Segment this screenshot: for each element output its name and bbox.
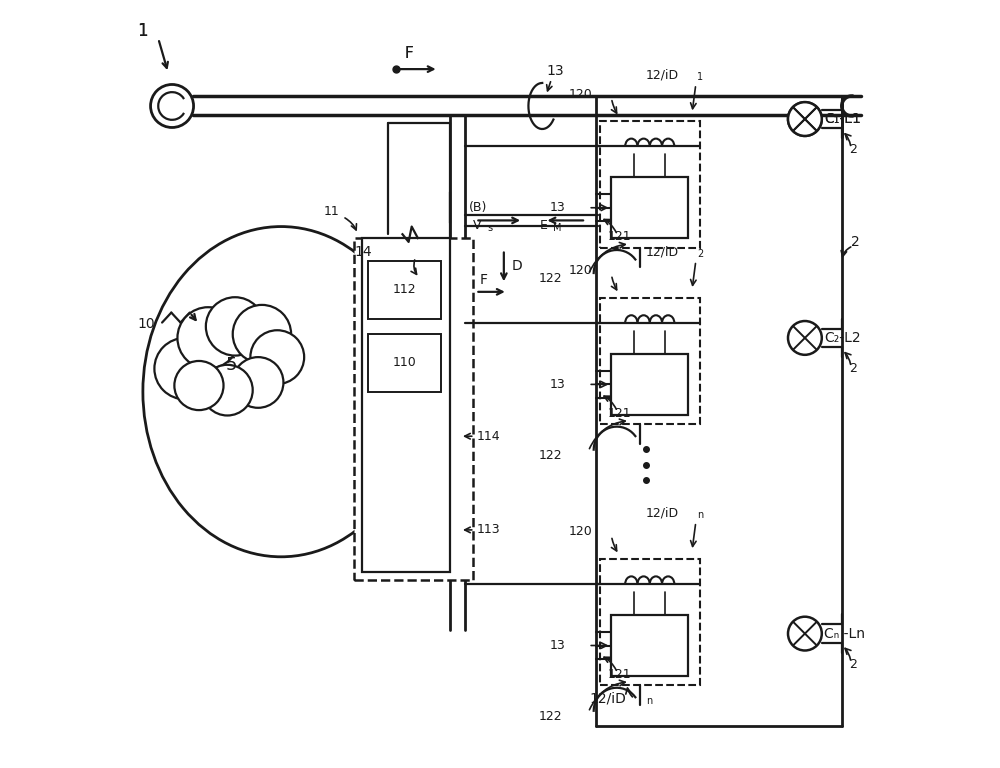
Circle shape bbox=[151, 84, 194, 127]
Text: 12/iD: 12/iD bbox=[646, 245, 679, 258]
Text: 12/iD: 12/iD bbox=[646, 506, 679, 519]
Text: 121: 121 bbox=[608, 668, 631, 681]
Text: F: F bbox=[404, 46, 413, 61]
Text: 122: 122 bbox=[538, 272, 562, 285]
Bar bbox=[600, 297, 700, 424]
Bar bbox=[368, 261, 441, 319]
Text: M: M bbox=[553, 223, 561, 233]
Text: F: F bbox=[479, 273, 487, 286]
Text: 1: 1 bbox=[697, 72, 704, 82]
Circle shape bbox=[233, 305, 291, 363]
Bar bbox=[611, 177, 688, 238]
Bar bbox=[600, 121, 700, 248]
Circle shape bbox=[233, 357, 283, 408]
Text: 114: 114 bbox=[477, 430, 501, 442]
Text: 13: 13 bbox=[546, 64, 564, 78]
Bar bbox=[362, 238, 450, 572]
Circle shape bbox=[788, 617, 822, 650]
Circle shape bbox=[788, 321, 822, 355]
Text: 12/iD: 12/iD bbox=[646, 68, 679, 81]
Text: 120: 120 bbox=[569, 264, 593, 277]
Text: 5: 5 bbox=[225, 356, 237, 374]
Text: 2: 2 bbox=[851, 235, 860, 249]
Text: 13: 13 bbox=[550, 378, 566, 391]
Text: C₁-L1: C₁-L1 bbox=[824, 112, 861, 126]
Text: 122: 122 bbox=[538, 449, 562, 462]
Text: 2: 2 bbox=[849, 362, 857, 375]
Text: 14: 14 bbox=[354, 245, 372, 259]
Text: 11: 11 bbox=[323, 206, 339, 218]
Text: (B): (B) bbox=[469, 201, 488, 214]
Text: C₁-L1: C₁-L1 bbox=[824, 112, 861, 126]
Text: 2: 2 bbox=[849, 658, 857, 670]
Text: 112: 112 bbox=[393, 283, 416, 296]
Text: n: n bbox=[646, 697, 652, 707]
Text: 113: 113 bbox=[477, 524, 501, 536]
Text: V: V bbox=[473, 220, 482, 232]
Text: 10: 10 bbox=[138, 317, 155, 331]
Circle shape bbox=[250, 330, 304, 384]
Circle shape bbox=[206, 297, 264, 356]
Bar bbox=[368, 334, 441, 392]
Text: Cₙ -Ln: Cₙ -Ln bbox=[824, 627, 865, 641]
Text: 2: 2 bbox=[697, 249, 704, 259]
Text: 120: 120 bbox=[569, 88, 593, 101]
Text: 122: 122 bbox=[538, 710, 562, 723]
Text: 12/iD: 12/iD bbox=[589, 692, 626, 706]
Circle shape bbox=[788, 102, 822, 136]
Bar bbox=[611, 353, 688, 415]
Bar bbox=[611, 614, 688, 677]
Text: D: D bbox=[512, 260, 522, 273]
Circle shape bbox=[154, 338, 216, 399]
Text: 13: 13 bbox=[550, 201, 566, 214]
Text: 13: 13 bbox=[550, 639, 566, 652]
Text: 1: 1 bbox=[138, 22, 148, 40]
Text: 121: 121 bbox=[608, 407, 631, 420]
Text: 2: 2 bbox=[849, 144, 857, 156]
Text: 110: 110 bbox=[393, 356, 416, 369]
Text: n: n bbox=[697, 510, 704, 520]
Text: 121: 121 bbox=[608, 230, 631, 243]
Text: 120: 120 bbox=[569, 525, 593, 538]
Bar bbox=[600, 559, 700, 685]
Circle shape bbox=[788, 102, 822, 136]
Text: E: E bbox=[540, 220, 548, 232]
Text: 1: 1 bbox=[138, 22, 148, 40]
Circle shape bbox=[177, 307, 239, 369]
Text: C₂-L2: C₂-L2 bbox=[824, 331, 861, 345]
Bar bbox=[354, 238, 473, 580]
Circle shape bbox=[174, 361, 224, 410]
Circle shape bbox=[202, 365, 253, 415]
Text: F: F bbox=[404, 46, 413, 61]
Text: s: s bbox=[488, 223, 493, 233]
